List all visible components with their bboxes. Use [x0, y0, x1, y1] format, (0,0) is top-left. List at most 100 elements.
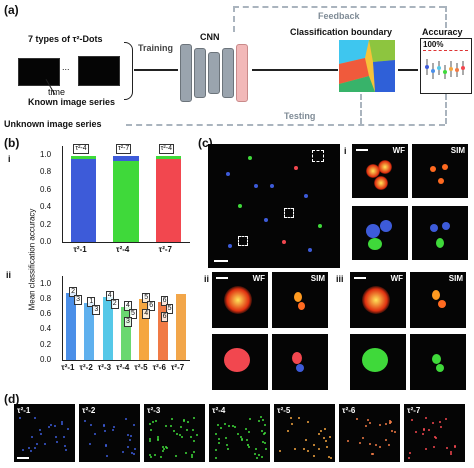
strip-dot [182, 420, 185, 423]
strip-dot [63, 436, 66, 439]
strip-dot [236, 433, 239, 436]
strip-dot [148, 439, 151, 442]
strip-dot [290, 422, 293, 425]
strip-dot [434, 436, 437, 439]
strip-dot [287, 430, 290, 433]
image-strip: τ²-1 τ²-2 τ²-3 τ²-4 τ²-5 τ²-6 τ²-7 [14, 404, 472, 464]
scale-bar [17, 457, 29, 459]
strip-dot [131, 452, 134, 455]
strip-dot [365, 424, 368, 427]
strip-dot [307, 421, 310, 424]
strip-dot [192, 417, 195, 420]
strip-dot [240, 436, 243, 439]
strip-dot [306, 449, 309, 452]
strip-dot [438, 420, 441, 423]
testing-up-2 [445, 94, 447, 124]
known-image-1 [18, 58, 60, 86]
feedback-label: Feedback [318, 11, 360, 21]
strip-tile: τ²-4 [209, 404, 270, 462]
strip-dot [261, 429, 264, 432]
strip-dot [33, 417, 36, 420]
accuracy-mini-plot [425, 59, 465, 79]
cnn-layer-1 [180, 44, 192, 102]
strip-dot [39, 429, 42, 432]
strip-dot [256, 457, 258, 460]
bar [84, 303, 95, 360]
strip-dot [228, 425, 230, 428]
strip-dot [279, 449, 282, 452]
strip-label: τ²-5 [277, 406, 291, 415]
chart-top: 0.0 0.2 0.4 0.6 0.8 1.0 τ²-4 τ²-1 τ²-7 τ²-4 τ²-4 τ²… [40, 143, 190, 258]
bar-tag: 1 [87, 297, 96, 308]
strip-dot [249, 417, 252, 420]
bar-tag: 4 [105, 291, 114, 302]
strip-dot [257, 420, 260, 423]
strip-dot [232, 425, 235, 428]
strip-dot [150, 429, 153, 432]
strip-dot [312, 455, 315, 458]
bar [175, 294, 186, 360]
strip-dot [233, 426, 236, 429]
strip-dot [263, 431, 266, 434]
x-axis [62, 360, 190, 361]
strip-dot [111, 429, 114, 432]
strip-dot [112, 426, 115, 429]
strip-dot [89, 423, 92, 426]
strip-dot [148, 454, 151, 457]
strip-dot [298, 417, 301, 420]
strip-dot [157, 436, 160, 439]
strip-dot [226, 447, 229, 450]
b-ylabel: Mean classification accuracy [27, 208, 37, 311]
strip-dot [425, 448, 428, 451]
bar-tag: 3 [124, 316, 132, 327]
strip-dot [216, 424, 219, 427]
strip-dot [390, 421, 393, 424]
strip-dot [55, 441, 58, 444]
strip-dot [50, 424, 53, 427]
x-tick-label: τ²-7 [170, 363, 185, 372]
strip-dot [440, 426, 443, 429]
feedback-top [233, 6, 445, 8]
x-tick-label: τ²-2 [79, 363, 93, 372]
inset-iii-wf-label: WF [390, 274, 403, 283]
strip-dot [371, 453, 374, 456]
strip-dot [191, 456, 194, 459]
known-image-2 [78, 56, 120, 86]
strip-dot [368, 421, 371, 424]
x-tick-label: τ²-6 [152, 363, 166, 372]
bar-tag: 6 [160, 311, 169, 322]
strip-dot [362, 437, 364, 440]
strip-dot [121, 451, 124, 454]
inset-iii-wf: WF [350, 272, 406, 328]
strip-tile: τ²-5 [274, 404, 335, 462]
strip-tile: τ²-2 [79, 404, 140, 462]
testing-label: Testing [284, 111, 316, 121]
unknown-series-label: Unknown image series [4, 119, 102, 129]
strip-dot [132, 424, 135, 427]
strip-dot [225, 437, 228, 440]
y-tick-label: 0.4 [40, 202, 52, 212]
bar-tag: 2 [69, 286, 78, 297]
strip-dot [217, 442, 220, 445]
strip-dot [64, 449, 67, 452]
strip-dot [63, 444, 66, 447]
strip-dot [170, 417, 173, 420]
strip-dot [189, 435, 192, 438]
feedback-up [233, 6, 235, 32]
strip-dot [103, 430, 106, 433]
y-tick-label: 0.2 [40, 219, 52, 229]
y-tick-label: 0.8 [40, 167, 52, 177]
bar-main [155, 159, 182, 242]
strip-dot [22, 449, 25, 452]
strip-dot [195, 434, 198, 437]
cnn-layer-2 [194, 48, 206, 98]
inset-ii-sim: SIM [272, 272, 328, 328]
strip-dot [246, 439, 249, 442]
strip-dot [54, 424, 57, 427]
bar-tag: 3 [74, 294, 83, 305]
strip-dot [176, 432, 179, 435]
strip-dot [61, 421, 64, 424]
bar-tag: 5 [142, 292, 151, 303]
strip-dot [388, 443, 391, 446]
strip-dot [183, 418, 186, 421]
